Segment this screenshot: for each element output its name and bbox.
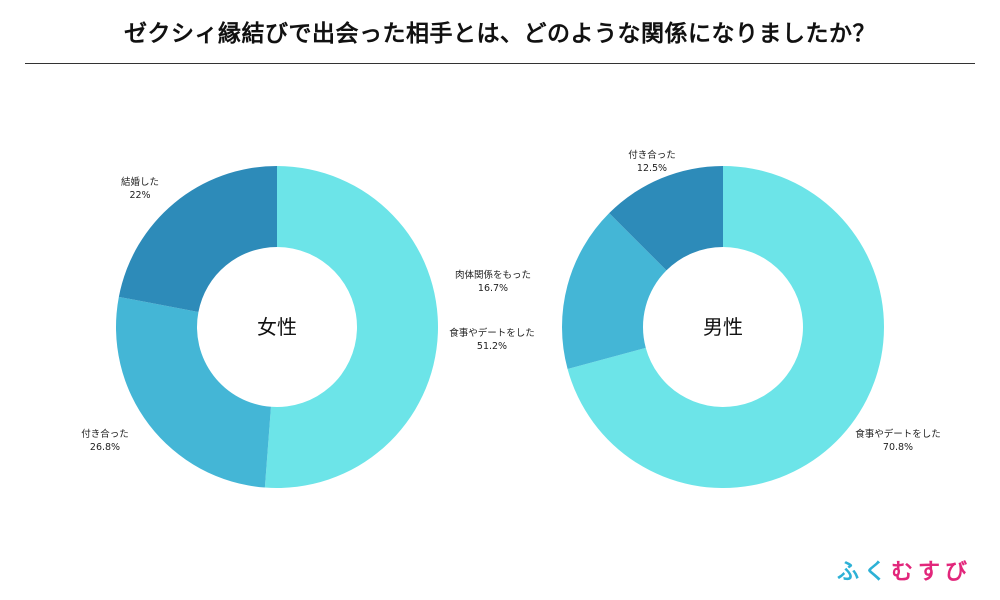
slice-value-label: 70.8% bbox=[883, 442, 913, 453]
donut-slice bbox=[264, 166, 439, 488]
donut-chart-female: 女性食事やデートをした 51.2% 付き合った 26.8% 結婚した 22% bbox=[81, 166, 535, 488]
logo-text-part1: ふく bbox=[836, 560, 891, 585]
slice-category-label: 食事やデートをした bbox=[449, 327, 535, 339]
slice-category-label: 付き合った bbox=[628, 149, 676, 161]
slice-category-label: 結婚した bbox=[121, 176, 159, 188]
slice-category-label: 食事やデートをした bbox=[855, 428, 941, 440]
logo-text-part2: むすび bbox=[890, 560, 972, 585]
slice-value-label: 22% bbox=[129, 190, 150, 201]
donut-center-label: 男性 bbox=[703, 315, 743, 339]
donut-slice bbox=[567, 166, 884, 489]
chart-title: ゼクシィ縁結びで出会った相手とは、どのような関係になりましたか？ bbox=[124, 21, 876, 47]
slice-category-label: 付き合った bbox=[81, 428, 129, 440]
brand-logo: ふくむすび bbox=[837, 554, 972, 586]
donut-slice bbox=[118, 166, 278, 313]
donut-center-label: 女性 bbox=[257, 315, 297, 339]
donut-slice bbox=[115, 296, 271, 488]
title-divider bbox=[25, 63, 975, 64]
slice-value-label: 16.7% bbox=[478, 283, 508, 294]
slice-value-label: 12.5% bbox=[637, 163, 667, 174]
donut-slice bbox=[609, 166, 723, 271]
slice-category-label: 肉体関係をもった bbox=[455, 269, 531, 281]
slice-value-label: 51.2% bbox=[477, 341, 507, 352]
slice-value-label: 26.8% bbox=[90, 442, 120, 453]
donut-slice bbox=[562, 213, 667, 369]
